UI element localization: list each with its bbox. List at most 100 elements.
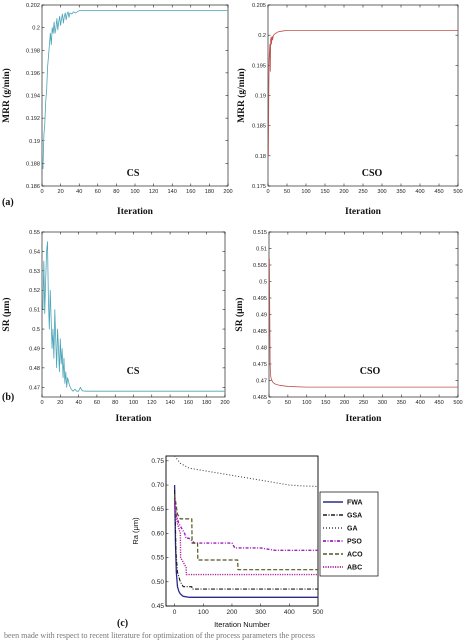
x-tick-label: 0: [267, 400, 270, 406]
x-tick-label: 180: [205, 189, 214, 195]
y-tick-label: 0.198: [26, 48, 40, 54]
x-tick-label: 140: [168, 189, 177, 195]
x-tick-label: 0: [266, 189, 269, 195]
x-tick-label: 100: [130, 189, 139, 195]
x-tick-label: 100: [301, 189, 310, 195]
x-axis-label: Iteration: [345, 207, 382, 217]
x-tick-label: 250: [358, 189, 367, 195]
algorithm-annotation: CSO: [360, 366, 381, 377]
y-tick-label: 0.195: [252, 63, 266, 69]
y-tick-label: 0.2: [258, 33, 266, 39]
panel-label: (c): [117, 618, 128, 629]
chart-panel-5: 0 100 200 300 400 500 0.45 0.50 0.55 0.60 0.65 0.70…: [117, 455, 379, 629]
plot-frame: [41, 231, 226, 398]
algorithm-annotation: CS: [127, 366, 140, 377]
chart-panel-3: 0 20 40 60 80 100 120 140 160 180 200 0.47 0.48 0.49 0…: [1, 230, 230, 424]
x-tick-label: 200: [339, 189, 348, 195]
series-line: [267, 29, 458, 156]
y-tick-label: 0.495: [253, 296, 267, 302]
y-tick-label: 0.202: [26, 3, 40, 9]
algorithm-annotation: CSO: [362, 168, 383, 179]
legend: FWA GSA GA PSO ACO ABC: [319, 491, 379, 577]
x-tick-label: 40: [75, 400, 81, 406]
y-tick-label: 0.475: [253, 362, 267, 368]
y-tick-label: 0.19: [29, 139, 40, 145]
y-tick-label: 0.50: [151, 579, 164, 586]
legend-box: [319, 491, 379, 577]
x-axis-label: Iteration: [346, 414, 383, 424]
y-tick-label: 0.196: [26, 71, 40, 77]
y-tick-label: 0.515: [253, 230, 267, 236]
y-tick-label: 0.49: [29, 346, 40, 352]
series-line: [42, 241, 225, 392]
y-tick-label: 0.51: [256, 247, 267, 253]
x-tick-label: 160: [186, 189, 195, 195]
y-tick-label: 0.19: [255, 94, 266, 100]
x-tick-label: 150: [320, 189, 329, 195]
y-tick-label: 0.70: [151, 482, 164, 489]
y-tick-label: 0.55: [29, 230, 40, 236]
y-tick-label: 0.47: [256, 379, 267, 385]
x-tick-label: 60: [95, 189, 101, 195]
y-tick-label: 0.192: [26, 116, 40, 122]
y-tick-label: 0.185: [252, 124, 266, 130]
series-line-gsa: [174, 489, 318, 590]
x-tick-label: 250: [359, 400, 368, 406]
y-tick-label: 0.75: [151, 458, 164, 465]
plot-frame: [41, 4, 229, 187]
legend-label: GA: [347, 526, 358, 533]
x-tick-label: 50: [285, 400, 291, 406]
y-tick-label: 0.5: [259, 280, 267, 286]
series-line-ga: [174, 455, 319, 488]
y-tick-label: 0.505: [253, 263, 267, 269]
y-tick-label: 0.175: [252, 184, 266, 190]
x-tick-label: 500: [313, 609, 324, 616]
x-tick-label: 80: [113, 189, 119, 195]
algorithm-annotation: CS: [127, 168, 140, 179]
y-tick-label: 0.53: [29, 269, 40, 275]
y-tick-label: 0.465: [253, 395, 267, 401]
x-tick-label: 20: [57, 189, 63, 195]
x-tick-label: 40: [76, 189, 82, 195]
y-tick-label: 0.54: [29, 249, 40, 255]
plot-frame: [165, 455, 319, 607]
x-tick-label: 140: [165, 400, 174, 406]
y-tick-label: 0.47: [29, 385, 40, 391]
y-tick-label: 0.194: [26, 94, 40, 100]
x-tick-label: 500: [453, 189, 462, 195]
series-line-fwa: [173, 485, 318, 598]
y-tick-label: 0.188: [26, 161, 40, 167]
y-axis-label: MRR (g/min): [1, 68, 12, 123]
chart-panel-2: 0 50 100 150 200 250 300 350 400 450 500 0.175 0.18 0…: [236, 3, 463, 217]
x-tick-label: 300: [377, 189, 386, 195]
chart-panel-4: 0 50 100 150 200 250 300 350 400 450 500 0.465 0.47 0…: [234, 230, 463, 424]
plot-frame: [267, 4, 459, 187]
panel-label: (a): [2, 197, 14, 208]
x-tick-label: 400: [416, 400, 425, 406]
x-axis-label: Iteration: [116, 414, 153, 424]
y-tick-label: 0.60: [151, 530, 164, 537]
x-tick-label: 200: [220, 400, 229, 406]
y-tick-label: 0.485: [253, 329, 267, 335]
y-tick-label: 0.65: [151, 506, 164, 513]
x-tick-label: 150: [321, 400, 330, 406]
x-tick-label: 400: [284, 609, 295, 616]
x-tick-label: 80: [112, 400, 118, 406]
legend-label: PSO: [347, 539, 362, 546]
x-tick-label: 50: [284, 189, 290, 195]
y-tick-label: 0.45: [151, 603, 164, 610]
series-line: [42, 10, 228, 170]
x-tick-label: 500: [453, 400, 462, 406]
legend-label: FWA: [347, 500, 363, 507]
y-axis-label: Ra (μm): [131, 517, 140, 545]
x-tick-label: 350: [396, 189, 405, 195]
x-tick-label: 350: [397, 400, 406, 406]
y-tick-label: 0.205: [252, 3, 266, 9]
x-axis-label: Iteration: [117, 207, 154, 217]
x-tick-label: 400: [415, 189, 424, 195]
y-tick-label: 0.5: [32, 327, 40, 333]
y-tick-label: 0.48: [29, 366, 40, 372]
x-tick-label: 120: [149, 189, 158, 195]
y-axis-label: SR (μm): [234, 297, 245, 331]
